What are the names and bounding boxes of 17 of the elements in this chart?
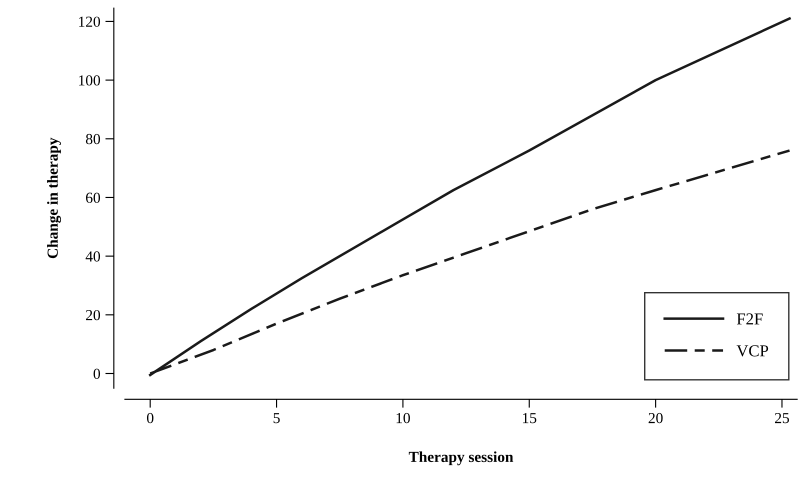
x-tick-label: 5 [274, 413, 280, 424]
y-tick-label: 40 [86, 251, 100, 262]
x-tick-label: 10 [396, 412, 410, 424]
y-tick-label: 80 [86, 134, 100, 144]
y-tick-label: 100 [79, 75, 100, 86]
y-tick-label: 20 [86, 310, 100, 320]
y-axis-title: Change in therapy [47, 138, 62, 258]
x-tick-label: 25 [775, 412, 790, 424]
x-tick-label: 20 [648, 412, 663, 424]
legend-label: F2F [736, 313, 763, 324]
y-tick-label: 120 [79, 16, 100, 27]
y-tick-label: 60 [86, 192, 100, 203]
x-tick-label: 15 [522, 412, 536, 424]
x-axis-title: Therapy session [408, 451, 514, 466]
y-tick-label: 0 [94, 368, 100, 379]
legend-label: VCP [736, 345, 768, 357]
x-tick-label: 0 [146, 412, 154, 424]
